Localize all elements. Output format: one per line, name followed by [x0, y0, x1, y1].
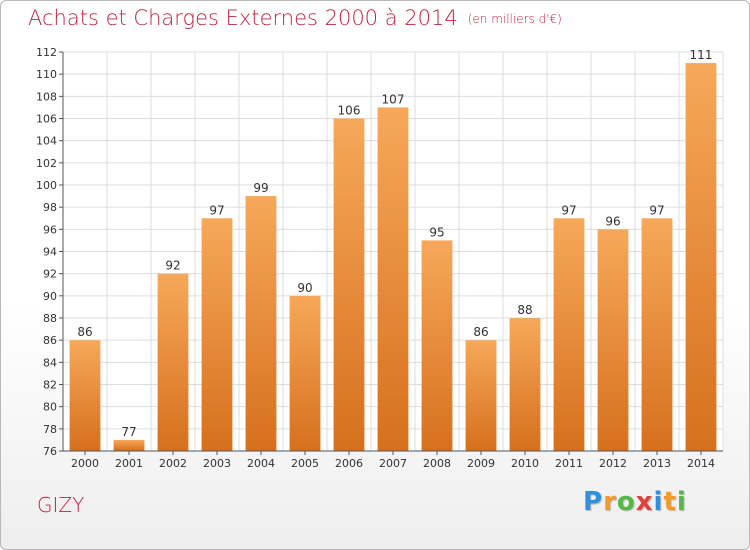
- bar: [157, 273, 189, 451]
- data-label: 111: [690, 48, 713, 62]
- x-tick-label: 2003: [203, 457, 231, 470]
- bar: [113, 439, 145, 451]
- bar: [377, 107, 409, 452]
- bar: [421, 240, 453, 451]
- logo-letter: i: [676, 487, 687, 517]
- x-tick-label: 2013: [643, 457, 671, 470]
- bar: [69, 340, 101, 451]
- bar: [333, 118, 365, 451]
- data-label: 88: [517, 303, 532, 317]
- y-tick-label: 94: [43, 246, 57, 259]
- x-tick-label: 2010: [511, 457, 539, 470]
- data-label: 77: [121, 425, 136, 439]
- data-label: 97: [209, 203, 224, 217]
- y-tick-label: 112: [36, 46, 57, 59]
- data-labels: 86 77 92 97 99 90 106 107 95 86 88 97 96 97 111: [77, 48, 712, 439]
- bars: [69, 63, 717, 452]
- bar: [685, 63, 717, 451]
- place-name: GIZY: [37, 493, 85, 517]
- y-tick-label: 76: [43, 445, 57, 458]
- y-tick-label: 90: [43, 290, 57, 303]
- data-label: 86: [77, 325, 92, 339]
- y-tick-label: 98: [43, 201, 57, 214]
- x-tick-label: 2007: [379, 457, 407, 470]
- data-label: 96: [605, 214, 620, 228]
- chart-title-block: Achats et Charges Externes 2000 à 2014 (e…: [28, 6, 562, 30]
- x-tick-label: 2008: [423, 457, 451, 470]
- data-label: 92: [165, 259, 180, 273]
- data-label: 97: [649, 203, 664, 217]
- y-tick-label: 86: [43, 334, 57, 347]
- y-tick-label: 108: [36, 90, 57, 103]
- data-label: 107: [382, 92, 405, 106]
- bar: [553, 218, 585, 451]
- y-tick-label: 84: [43, 356, 57, 369]
- bar: [509, 318, 541, 451]
- logo-letter: t: [663, 487, 677, 517]
- logo-letter: o: [616, 487, 636, 517]
- y-tick-label: 82: [43, 379, 57, 392]
- x-tick-label: 2000: [71, 457, 99, 470]
- x-tick-label: 2011: [555, 457, 583, 470]
- axes: 76 78 80 82 84 86 88 90 92 94 96 98 100 102 104 106 108 1…: [36, 46, 723, 470]
- bar: [465, 340, 497, 451]
- chart-subtitle: (en milliers d'€): [467, 12, 562, 26]
- x-tick-label: 2006: [335, 457, 363, 470]
- logo-letter: x: [635, 487, 654, 517]
- data-label: 99: [253, 181, 268, 195]
- logo-letter: P: [583, 487, 604, 517]
- y-tick-label: 106: [36, 113, 57, 126]
- y-tick-label: 102: [36, 157, 57, 170]
- logo-letter: i: [653, 487, 664, 517]
- y-tick-label: 78: [43, 423, 57, 436]
- bar: [597, 229, 629, 451]
- x-tick-label: 2012: [599, 457, 627, 470]
- x-tick-label: 2009: [467, 457, 495, 470]
- bar: [289, 295, 321, 451]
- y-tick-label: 92: [43, 268, 57, 281]
- x-tick-label: 2001: [115, 457, 143, 470]
- data-label: 97: [561, 203, 576, 217]
- y-tick-label: 104: [36, 135, 57, 148]
- logo-letter: r: [603, 487, 617, 517]
- y-tick-label: 96: [43, 223, 57, 236]
- x-tick-label: 2014: [687, 457, 715, 470]
- x-tick-label: 2004: [247, 457, 275, 470]
- proxiti-logo: Proxiti: [583, 487, 687, 517]
- data-label: 95: [429, 225, 444, 239]
- bar: [245, 196, 277, 451]
- chart-title: Achats et Charges Externes 2000 à 2014: [28, 6, 458, 30]
- y-tick-label: 80: [43, 401, 57, 414]
- y-tick-label: 100: [36, 179, 57, 192]
- bar: [641, 218, 673, 451]
- data-label: 86: [473, 325, 488, 339]
- data-label: 106: [338, 104, 361, 118]
- bar: [201, 218, 233, 451]
- y-tick-label: 88: [43, 312, 57, 325]
- x-tick-label: 2005: [291, 457, 319, 470]
- y-tick-label: 110: [36, 68, 57, 81]
- x-tick-label: 2002: [159, 457, 187, 470]
- data-label: 90: [297, 281, 312, 295]
